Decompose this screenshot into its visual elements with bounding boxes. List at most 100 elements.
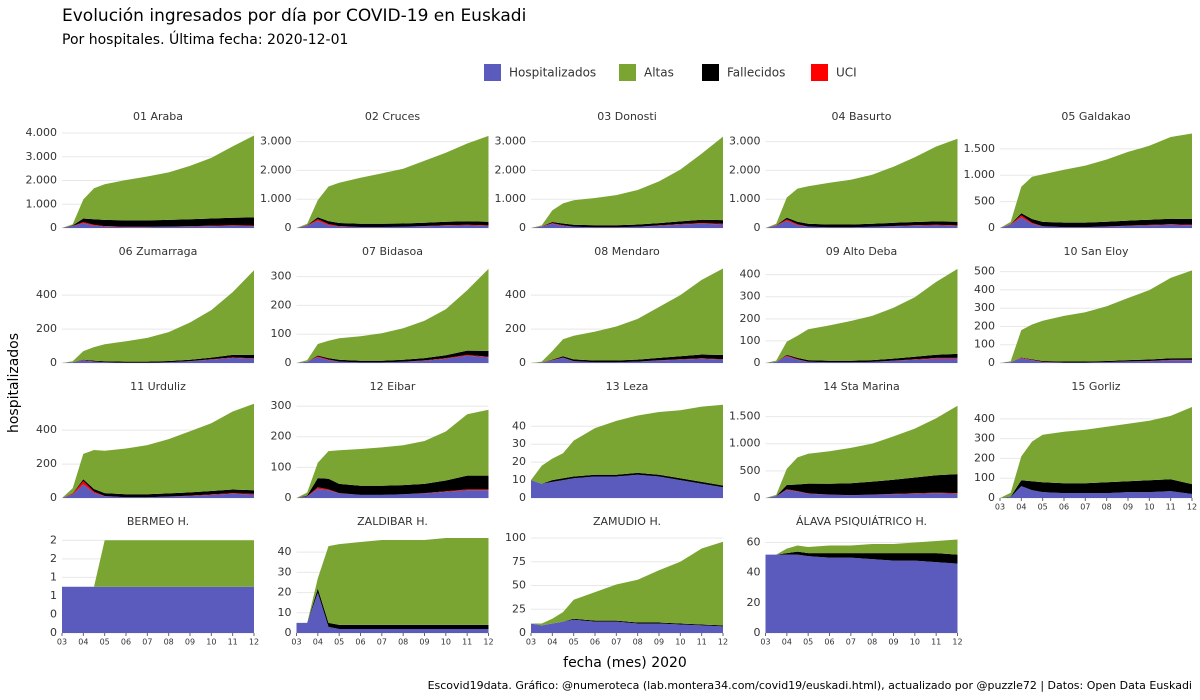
y-tick-label: 1.000 xyxy=(26,197,58,210)
area-altas xyxy=(62,270,254,363)
panel-title: ZALDIBAR H. xyxy=(357,515,428,528)
panel-title: 03 Donosti xyxy=(597,110,657,123)
y-tick-label: 0 xyxy=(519,491,526,504)
panel-title: 04 Basurto xyxy=(831,110,891,123)
chart-subtitle: Por hospitales. Última fecha: 2020-12-01 xyxy=(62,30,348,48)
y-tick-label: 400 xyxy=(505,288,526,301)
area-fallecidos xyxy=(765,217,958,228)
y-tick-label: 40 xyxy=(747,566,761,579)
y-tick-label: 2.000 xyxy=(729,163,761,176)
y-tick-label: 0 xyxy=(50,607,57,620)
x-tick-label: 10 xyxy=(1144,503,1154,512)
x-tick-label: 05 xyxy=(334,638,344,647)
x-tick-label: 08 xyxy=(867,638,877,647)
area-altas xyxy=(296,538,489,625)
x-axis-label: fecha (mes) 2020 xyxy=(563,655,687,671)
panel-title: 08 Mendaro xyxy=(594,245,660,258)
area-altas xyxy=(531,541,723,626)
x-tick-label: 12 xyxy=(952,638,962,647)
y-tick-label: 200 xyxy=(36,457,57,470)
x-tick-label: 03 xyxy=(760,638,770,647)
x-tick-label: 11 xyxy=(931,638,941,647)
area-hospitalizados xyxy=(62,357,254,363)
legend-swatch xyxy=(702,64,719,81)
x-tick-label: 11 xyxy=(228,638,238,647)
x-tick-label: 06 xyxy=(824,638,834,647)
area-altas xyxy=(1000,270,1192,363)
y-tick-label: 30 xyxy=(512,437,526,450)
panel-title: 10 San Eloy xyxy=(1064,245,1129,258)
x-tick-label: 08 xyxy=(1102,503,1112,512)
x-tick-label: 11 xyxy=(462,638,472,647)
panel-title: 02 Cruces xyxy=(365,110,420,123)
area-hospitalizados xyxy=(765,356,958,363)
y-tick-label: 1.000 xyxy=(260,192,292,205)
area-fallecidos xyxy=(1000,213,1192,228)
x-tick-label: 11 xyxy=(1166,503,1176,512)
panel-title: 11 Urduliz xyxy=(130,380,186,393)
legend-swatch xyxy=(619,64,636,81)
x-tick-label: 06 xyxy=(1059,503,1069,512)
x-tick-label: 05 xyxy=(1038,503,1048,512)
x-tick-label: 07 xyxy=(142,638,152,647)
legend-swatch xyxy=(484,64,501,81)
legend-swatch xyxy=(811,64,828,81)
y-tick-label: 2.000 xyxy=(26,174,58,187)
y-tick-label: 200 xyxy=(974,319,995,332)
y-tick-label: 0 xyxy=(988,221,995,234)
y-tick-label: 3.000 xyxy=(495,135,527,148)
area-hospitalizados xyxy=(531,357,723,363)
area-altas xyxy=(62,403,254,498)
x-tick-label: 12 xyxy=(249,638,259,647)
x-tick-label: 03 xyxy=(526,638,536,647)
y-tick-label: 4.000 xyxy=(26,126,58,139)
y-tick-label: 0 xyxy=(285,626,292,639)
area-hospitalizados xyxy=(765,489,958,498)
panel-title: ZAMUDIO H. xyxy=(593,515,661,528)
x-tick-label: 09 xyxy=(654,638,664,647)
x-tick-label: 05 xyxy=(100,638,110,647)
area-fallecidos xyxy=(296,350,489,363)
x-tick-label: 07 xyxy=(611,638,621,647)
y-tick-label: 400 xyxy=(36,288,57,301)
y-tick-label: 0 xyxy=(50,221,57,234)
y-tick-label: 0 xyxy=(754,221,761,234)
x-tick-label: 12 xyxy=(483,638,493,647)
y-tick-label: 0 xyxy=(50,626,57,639)
y-tick-label: 10 xyxy=(278,606,292,619)
area-altas xyxy=(765,405,958,498)
y-tick-label: 2 xyxy=(50,552,57,565)
x-tick-label: 12 xyxy=(1187,503,1197,512)
area-altas xyxy=(62,135,254,228)
area-hospitalizados xyxy=(296,592,489,633)
y-tick-label: 2 xyxy=(50,533,57,546)
caption: Escovid19data. Gráfico: @numeroteca (lab… xyxy=(428,679,1192,692)
y-tick-label: 20 xyxy=(278,586,292,599)
x-tick-label: 05 xyxy=(803,638,813,647)
x-tick-label: 03 xyxy=(291,638,301,647)
panel-title: 06 Zumarraga xyxy=(119,245,198,258)
y-tick-label: 200 xyxy=(271,430,292,443)
area-altas xyxy=(296,409,489,498)
x-tick-label: 11 xyxy=(697,638,707,647)
area-hospitalizados xyxy=(765,220,958,228)
x-tick-label: 10 xyxy=(910,638,920,647)
panel-title: 01 Araba xyxy=(133,110,183,123)
y-tick-label: 200 xyxy=(505,322,526,335)
y-tick-label: 1.500 xyxy=(729,410,761,423)
area-altas xyxy=(1000,133,1192,228)
x-tick-label: 09 xyxy=(419,638,429,647)
area-fallecidos xyxy=(765,353,958,363)
y-tick-label: 300 xyxy=(271,270,292,283)
x-tick-label: 08 xyxy=(398,638,408,647)
area-hospitalizados xyxy=(296,220,489,228)
area-fallecidos xyxy=(765,474,958,498)
area-fallecidos xyxy=(531,354,723,363)
x-tick-label: 04 xyxy=(313,638,323,647)
area-hospitalizados xyxy=(1000,358,1192,363)
panel-title: ÁLAVA PSIQUIÁTRICO H. xyxy=(796,515,927,528)
y-tick-label: 60 xyxy=(747,536,761,549)
x-tick-label: 09 xyxy=(185,638,195,647)
y-tick-label: 1.000 xyxy=(495,192,527,205)
y-tick-label: 100 xyxy=(740,334,761,347)
